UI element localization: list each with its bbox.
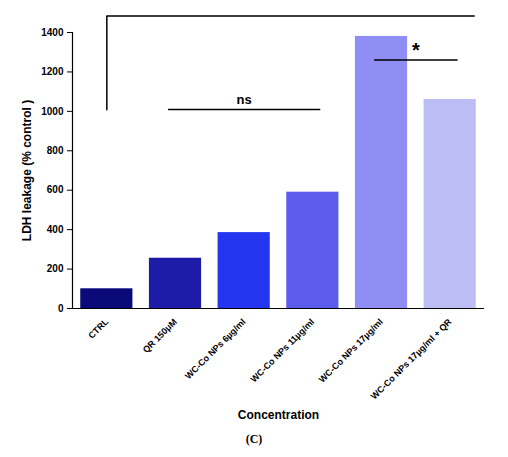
svg-text:WC-Co NPs 6µg/ml: WC-Co NPs 6µg/ml	[183, 317, 247, 381]
svg-text:600: 600	[47, 184, 64, 195]
svg-text:400: 400	[47, 224, 64, 235]
html-text:(C): (C)	[245, 432, 263, 446]
svg-text:Concentration: Concentration	[238, 408, 319, 422]
svg-text:0: 0	[58, 303, 64, 314]
svg-text:200: 200	[47, 263, 64, 274]
svg-text:CTRL: CTRL	[86, 316, 110, 340]
svg-text:1400: 1400	[41, 27, 64, 38]
svg-text:QR 150μM: QR 150μM	[141, 317, 179, 355]
svg-text:1000: 1000	[41, 106, 64, 117]
svg-text:*: *	[412, 39, 420, 61]
svg-text:WC-Co NPs 11µg/ml: WC-Co NPs 11µg/ml	[249, 317, 317, 385]
svg-text:WC-Co NPs 17µg/ml: WC-Co NPs 17µg/ml	[317, 317, 385, 385]
svg-text:WC-Co NPs 17µg/ml + QR: WC-Co NPs 17µg/ml + QR	[369, 316, 454, 401]
svg-text:LDH leakage (% control ): LDH leakage (% control )	[20, 100, 34, 241]
svg-text:ns: ns	[237, 92, 252, 107]
svg-text:800: 800	[47, 145, 64, 156]
svg-text:1200: 1200	[41, 66, 64, 77]
